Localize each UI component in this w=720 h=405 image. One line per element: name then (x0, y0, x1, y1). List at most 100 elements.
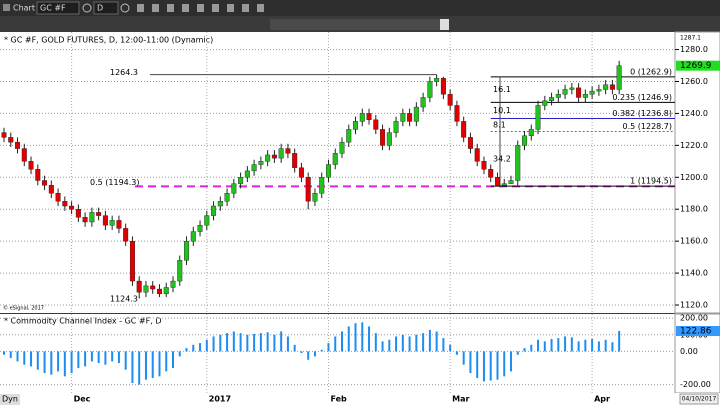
cci-bar (516, 351, 519, 355)
tool-icon[interactable] (182, 4, 189, 12)
cci-bar (341, 331, 343, 352)
candle-body (332, 153, 338, 165)
tool-icon[interactable] (212, 4, 219, 12)
y-tick-label: 1280.0 (680, 45, 708, 54)
candle-body (386, 132, 392, 146)
chart-title: * GC #F, GOLD FUTURES, D, 12:00-11:00 (D… (4, 36, 213, 45)
fib-label: 0.5 (1228.7) (623, 122, 673, 131)
cci-bar (618, 330, 621, 352)
cci-bar (510, 351, 512, 372)
mid-level-label: 0.5 (1194.3) (90, 178, 140, 187)
candle-body (312, 193, 318, 202)
candle-body (366, 113, 372, 121)
candle-body (461, 121, 467, 138)
candle-body (542, 100, 548, 106)
cci-bar (354, 323, 357, 352)
cci-bar (584, 339, 587, 352)
fib-label: 1 (1194.5) (630, 177, 672, 186)
candle-body (48, 185, 54, 194)
cci-bar (543, 341, 546, 352)
cci-bar (185, 348, 188, 352)
cci-bar (408, 336, 411, 352)
symbol[interactable]: GC #F (40, 4, 66, 13)
fib-label: 0 (1262.9) (630, 67, 672, 76)
mode-box[interactable] (0, 394, 20, 405)
candle-body (204, 215, 210, 226)
x-tick-label: 2017 (209, 395, 231, 404)
candle-body (163, 287, 169, 295)
candle-body (420, 97, 426, 108)
candle-body (447, 94, 453, 106)
toggle[interactable] (440, 19, 449, 30)
clock-icon[interactable] (120, 3, 130, 13)
candle-body (292, 153, 298, 168)
candle-body (515, 145, 521, 181)
symbol-box[interactable] (36, 1, 80, 15)
tool-icon[interactable] (227, 4, 234, 12)
y-tick-label: 1160.0 (680, 237, 708, 246)
cci-bar (57, 351, 60, 372)
candle-body (211, 205, 217, 216)
tool-icon[interactable] (137, 4, 144, 12)
interval-box[interactable] (93, 1, 119, 15)
cci-bar (368, 326, 371, 352)
cci-bar (144, 351, 147, 380)
cci-bar (422, 333, 425, 352)
candle-body (156, 288, 162, 295)
cci-bar (205, 339, 208, 352)
cci-bar (30, 351, 33, 367)
cci-bar (273, 334, 276, 352)
candle-body (494, 177, 500, 186)
cci-bar (597, 341, 600, 352)
candle-body (116, 220, 122, 229)
candle-body (380, 129, 386, 146)
cci-bar (537, 339, 540, 352)
cci-bar (347, 326, 350, 352)
candle-body (501, 183, 507, 186)
candle-body (109, 220, 115, 226)
candle-body (1, 132, 7, 138)
candle-body (190, 231, 196, 242)
cci-bar (124, 351, 127, 370)
candle-body (123, 228, 129, 242)
cci-bar (604, 339, 607, 352)
time-axis (0, 393, 720, 405)
tool-icon[interactable] (257, 4, 264, 12)
y-tick-label: -200.00 (680, 380, 711, 389)
cci-bar (611, 342, 614, 352)
price-axis (674, 31, 720, 314)
tool-icon[interactable] (152, 4, 159, 12)
candle-body (481, 161, 487, 170)
candle-body (197, 224, 203, 232)
cci-bar (226, 333, 229, 352)
cci-bar (111, 351, 114, 362)
interval[interactable]: D (97, 4, 103, 13)
candle-body (238, 177, 244, 184)
cci-bar (442, 338, 445, 352)
cci-bar (496, 351, 499, 380)
cci-bar (138, 351, 141, 385)
y-tick-label: 1240.0 (680, 109, 708, 118)
link-icon[interactable] (82, 3, 92, 13)
candle-body (75, 209, 81, 218)
fib-label: 0.382 (1236.8) (612, 109, 672, 118)
measure-label: 8.1 (493, 121, 506, 130)
x-tick-label: Dec (74, 395, 91, 404)
mode[interactable]: Dyn (2, 395, 18, 404)
candle-body (569, 87, 575, 90)
cci-bar (266, 332, 269, 352)
y-tick-label: 1200.0 (680, 173, 708, 182)
tool-icon[interactable] (197, 4, 204, 12)
candle-body (407, 113, 413, 122)
candle-body (488, 169, 494, 178)
date: 04/10/2017 (682, 396, 717, 403)
measure-label: 16.1 (493, 85, 511, 94)
cci-bar (550, 338, 553, 352)
cci-bar (286, 336, 289, 352)
cci-bar (482, 351, 485, 382)
cci-bar (97, 351, 100, 364)
cci-bar (449, 344, 452, 352)
candle-body (28, 161, 34, 170)
tool-icon[interactable] (167, 4, 174, 12)
tool-icon[interactable] (242, 4, 249, 12)
